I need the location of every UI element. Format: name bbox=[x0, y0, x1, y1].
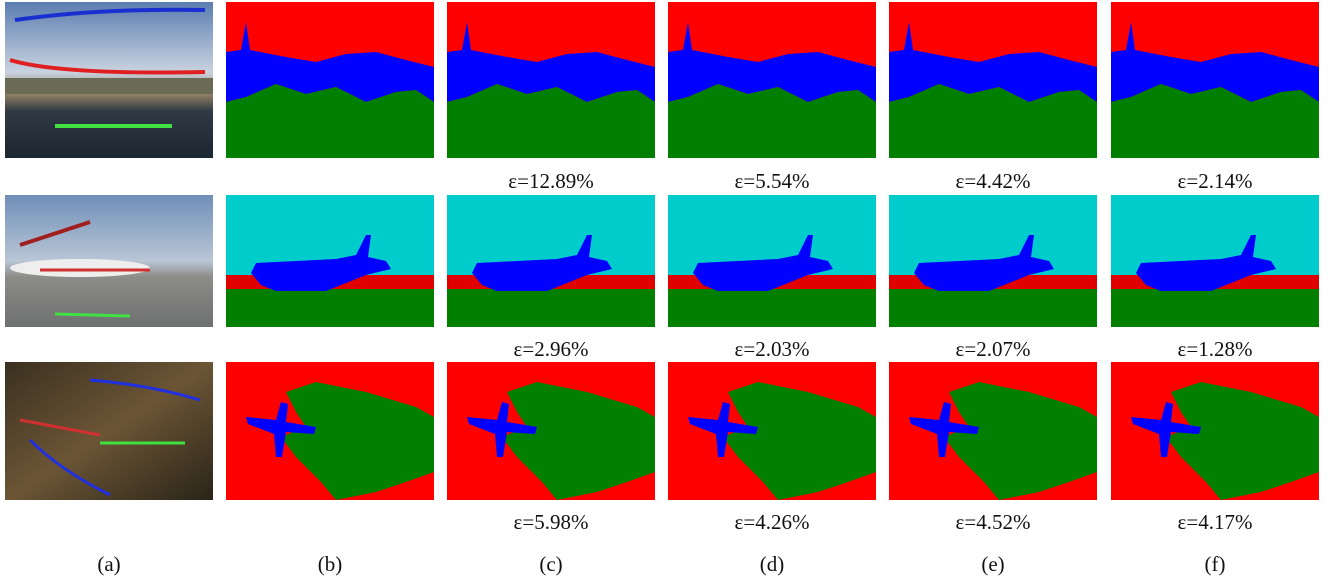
segmentation bbox=[1111, 195, 1319, 327]
photo-plane bbox=[5, 195, 213, 327]
photo-hand bbox=[5, 362, 213, 500]
segmentation bbox=[226, 195, 434, 327]
segmentation bbox=[889, 195, 1097, 327]
error-label: ε=4.17% bbox=[1178, 510, 1253, 534]
error-label: ε=4.52% bbox=[956, 510, 1031, 534]
error-label: ε=4.42% bbox=[956, 169, 1031, 193]
segmentation bbox=[226, 362, 434, 500]
segmentation bbox=[1111, 2, 1319, 158]
error-label: ε=5.98% bbox=[514, 510, 589, 534]
segmentation bbox=[668, 362, 876, 500]
segmentation bbox=[889, 362, 1097, 500]
column-label: (f) bbox=[1205, 552, 1226, 576]
segmentation bbox=[447, 2, 655, 158]
segmentation bbox=[668, 195, 876, 327]
error-label: ε=12.89% bbox=[508, 169, 593, 193]
error-label: ε=2.14% bbox=[1178, 169, 1253, 193]
error-label: ε=1.28% bbox=[1178, 337, 1253, 361]
error-label: ε=5.54% bbox=[735, 169, 810, 193]
column-label: (e) bbox=[981, 552, 1004, 576]
error-label: ε=2.96% bbox=[514, 337, 589, 361]
figure: ε=12.89% ε=5.54% ε=4.42% ε=2.14% ε=2.96%… bbox=[0, 0, 1337, 585]
segmentation bbox=[1111, 362, 1319, 500]
segmentation bbox=[668, 2, 876, 158]
segmentation bbox=[447, 195, 655, 327]
error-label: ε=4.26% bbox=[735, 510, 810, 534]
column-label: (b) bbox=[318, 552, 343, 576]
segmentation bbox=[447, 362, 655, 500]
segmentation bbox=[226, 2, 434, 158]
column-label: (c) bbox=[539, 552, 562, 576]
error-label: ε=2.03% bbox=[735, 337, 810, 361]
error-label: ε=2.07% bbox=[956, 337, 1031, 361]
column-label: (d) bbox=[760, 552, 785, 576]
column-label: (a) bbox=[97, 552, 120, 576]
segmentation bbox=[889, 2, 1097, 158]
photo-bridge bbox=[5, 2, 213, 158]
